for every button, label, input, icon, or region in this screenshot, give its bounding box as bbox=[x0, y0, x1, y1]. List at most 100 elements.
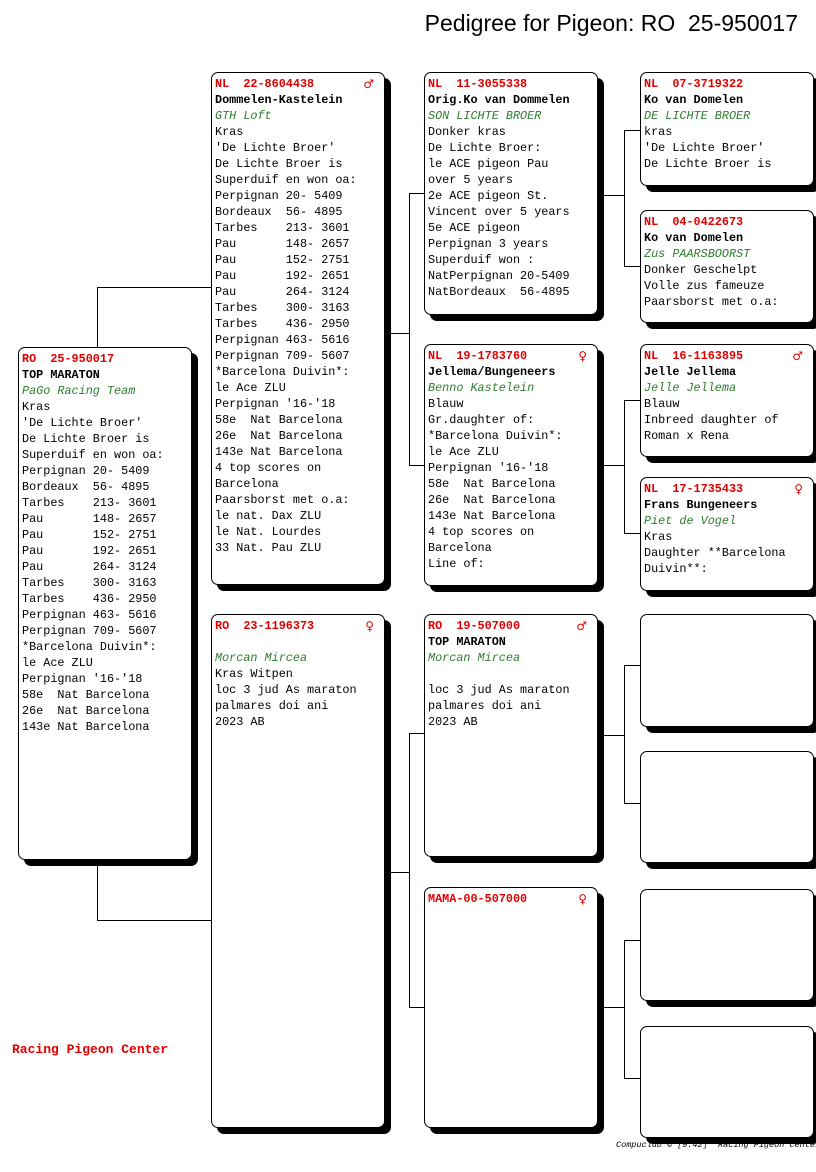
remark-line: kras bbox=[644, 125, 673, 139]
loft-name: DE LICHTE BROER bbox=[644, 109, 751, 123]
remark-line: Gr.daughter of: bbox=[428, 413, 535, 427]
pigeon-card-subject[interactable]: RO 25-950017 TOP MARATON PaGo Racing Team K… bbox=[18, 347, 192, 860]
remark-line: Kras bbox=[215, 125, 244, 139]
remark-line: Duivin**: bbox=[644, 562, 708, 576]
remark-line: Tarbes 213- 3601 bbox=[22, 496, 157, 510]
pigeon-card-ss-sire[interactable]: NL 07-3719322 Ko van Domelen DE LICHTE BRO… bbox=[640, 72, 814, 186]
remark-line: De Lichte Broer is bbox=[215, 157, 343, 171]
female-icon: ♀ bbox=[578, 349, 587, 363]
pigeon-card-dam-sire[interactable]: RO 19-507000 ♂ TOP MARATON Morcan Mircea loc… bbox=[424, 614, 598, 857]
remark-line: Pau 148- 2657 bbox=[22, 512, 157, 526]
remark-line: Perpignan '16-'18 bbox=[22, 672, 143, 686]
connector-line bbox=[624, 940, 625, 1078]
remark-line: De Lichte Broer is bbox=[644, 157, 772, 171]
ring-number: NL 04-0422673 bbox=[644, 215, 744, 229]
connector-line bbox=[624, 665, 640, 666]
remark-line: Superduif en won oa: bbox=[22, 448, 164, 462]
remark-line: Perpignan '16-'18 bbox=[215, 397, 336, 411]
remark-line: Barcelona bbox=[215, 477, 279, 491]
ring-number: RO 23-1196373 bbox=[215, 619, 315, 633]
remark-line: NatPerpignan 20-5409 bbox=[428, 269, 570, 283]
connector-line bbox=[97, 287, 211, 288]
male-icon: ♂ bbox=[363, 77, 374, 91]
breeder-name: Jellema/Bungeneers bbox=[428, 365, 556, 379]
remark-line: Blauw bbox=[428, 397, 464, 411]
female-icon: ♀ bbox=[365, 619, 374, 633]
male-icon: ♂ bbox=[792, 349, 803, 363]
ring-number: NL 16-1163895 bbox=[644, 349, 744, 363]
breeder-name: Frans Bungeneers bbox=[644, 498, 758, 512]
remark-line: Paarsborst met o.a: bbox=[215, 493, 350, 507]
remark-line: Inbreed daughter of bbox=[644, 413, 779, 427]
ring-number: NL 22-8604438 bbox=[215, 77, 315, 91]
remark-line: Tarbes 300- 3163 bbox=[22, 576, 157, 590]
remark-line: Pau 192- 2651 bbox=[215, 269, 350, 283]
remark-line: Bordeaux 56- 4895 bbox=[22, 480, 150, 494]
loft-name: Benno Kastelein bbox=[428, 381, 535, 395]
remark-line: *Barcelona Duivin*: bbox=[22, 640, 157, 654]
breeder-name bbox=[215, 634, 384, 650]
connector-line bbox=[409, 193, 410, 465]
remark-line: Perpignan 20- 5409 bbox=[215, 189, 343, 203]
remark-line: 26e Nat Barcelona bbox=[22, 704, 150, 718]
connector-line bbox=[598, 1007, 624, 1008]
remark-line: Perpignan 709- 5607 bbox=[215, 349, 350, 363]
remark-line: le ACE pigeon Pau bbox=[428, 157, 549, 171]
remark-line: 26e Nat Barcelona bbox=[428, 493, 556, 507]
remark-line: Donker kras bbox=[428, 125, 506, 139]
pigeon-card-ds-dam[interactable] bbox=[640, 751, 814, 863]
brand-label: Racing Pigeon Center bbox=[12, 1042, 169, 1057]
connector-line bbox=[409, 1007, 424, 1008]
remark-line: Daughter **Barcelona bbox=[644, 546, 786, 560]
remark-line: Perpignan 3 years bbox=[428, 237, 549, 251]
breeder-name: Ko van Domelen bbox=[644, 231, 744, 245]
connector-line bbox=[624, 1078, 640, 1079]
breeder-name: Ko van Domelen bbox=[644, 93, 744, 107]
remark-line: 5e ACE pigeon bbox=[428, 221, 521, 235]
connector-line bbox=[409, 733, 410, 1007]
pigeon-card-sire-dam[interactable]: NL 19-1783760 ♀ Jellema/Bungeneers Benno Ka… bbox=[424, 344, 598, 586]
connector-line bbox=[385, 872, 409, 873]
remark-line: le Ace ZLU bbox=[428, 445, 499, 459]
pigeon-card-dam-dam[interactable]: MAMA-00-507000 ♀ bbox=[424, 887, 598, 1128]
connector-line bbox=[409, 465, 424, 466]
female-icon: ♀ bbox=[794, 482, 803, 496]
loft-name: Morcan Mircea bbox=[215, 651, 308, 665]
remark-line: Pau 148- 2657 bbox=[215, 237, 350, 251]
remark-line: Superduif en won oa: bbox=[215, 173, 357, 187]
remark-line: Kras Witpen bbox=[215, 667, 293, 681]
remark-line: Perpignan 709- 5607 bbox=[22, 624, 157, 638]
remark-line: 58e Nat Barcelona bbox=[215, 413, 343, 427]
breeder-name: Jelle Jellema bbox=[644, 365, 737, 379]
loft-name: Zus PAARSBOORST bbox=[644, 247, 751, 261]
remark-line: Donker Geschelpt bbox=[644, 263, 758, 277]
ring-number: NL 07-3719322 bbox=[644, 77, 744, 91]
remark-line: Vincent over 5 years bbox=[428, 205, 570, 219]
connector-line bbox=[385, 333, 409, 334]
remark-line: 4 top scores on bbox=[428, 525, 535, 539]
pigeon-card-sd-dam[interactable]: NL 17-1735433 ♀ Frans Bungeneers Piet de Vo… bbox=[640, 477, 814, 591]
connector-line bbox=[624, 940, 640, 941]
pigeon-card-ds-sire[interactable] bbox=[640, 614, 814, 727]
remark-line: Perpignan 20- 5409 bbox=[22, 464, 150, 478]
pigeon-card-ss-dam[interactable]: NL 04-0422673 Ko van Domelen Zus PAARSBOOR… bbox=[640, 210, 814, 323]
remark-line: 'De Lichte Broer' bbox=[644, 141, 765, 155]
remark-line: Tarbes 436- 2950 bbox=[22, 592, 157, 606]
remark-line: Pau 264- 3124 bbox=[22, 560, 157, 574]
footer-credit: Compuclub © [9.42] Racing Pigeon Center bbox=[616, 1140, 816, 1150]
remark-line: over 5 years bbox=[428, 173, 513, 187]
loft-name: PaGo Racing Team bbox=[22, 384, 136, 398]
ring-number: RO 19-507000 bbox=[428, 619, 521, 633]
pigeon-card-sd-sire[interactable]: NL 16-1163895 ♂ Jelle Jellema Jelle Jellema… bbox=[640, 344, 814, 457]
remark-line: palmares doi ani bbox=[215, 699, 329, 713]
loft-name: GTH Loft bbox=[215, 109, 272, 123]
remark-line: 4 top scores on bbox=[215, 461, 322, 475]
male-icon: ♂ bbox=[576, 619, 587, 633]
pigeon-card-sire-sire[interactable]: NL 11-3055338 Orig.Ko van Dommelen SON LIC… bbox=[424, 72, 598, 315]
pigeon-card-dam[interactable]: RO 23-1196373 ♀ Morcan Mircea Kras Witpen lo… bbox=[211, 614, 385, 1128]
pigeon-card-dd-dam[interactable] bbox=[640, 1026, 814, 1138]
remark-line: Blauw bbox=[644, 397, 680, 411]
pigeon-card-sire[interactable]: NL 22-8604438 ♂ Dommelen-Kastelein GTH Loft… bbox=[211, 72, 385, 585]
connector-line bbox=[409, 733, 424, 734]
pigeon-card-dd-sire[interactable] bbox=[640, 889, 814, 1001]
